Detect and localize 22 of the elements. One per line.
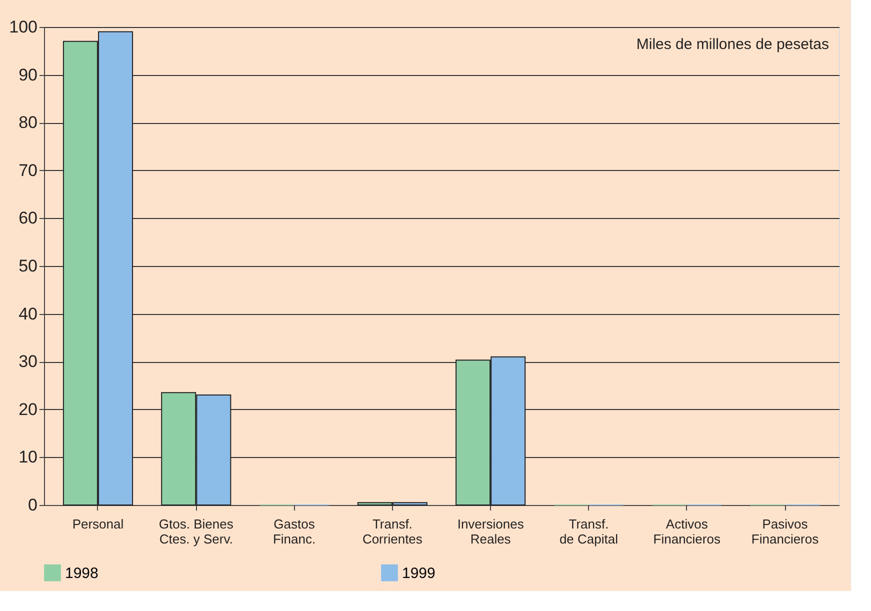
y-tick-label: 10	[18, 448, 38, 467]
y-tick-label: 90	[18, 65, 38, 84]
legend-label: 1999	[402, 564, 436, 582]
x-tick-label: Pasivos Financieros	[751, 516, 820, 546]
x-tick-label: Inversiones Reales	[457, 516, 524, 546]
x-tick-label: Personal	[72, 516, 124, 532]
y-tick-label: 0	[28, 496, 38, 514]
y-tick-label: 20	[18, 400, 38, 419]
x-tick-label: Gtos. Bienes Ctes. y Serv.	[158, 516, 234, 546]
x-tick-label: Activos Financieros	[653, 516, 721, 546]
y-tick-label: 30	[18, 352, 38, 372]
annotation: Miles de millones de pesetas	[636, 36, 829, 53]
legend-label: 1998	[65, 564, 98, 582]
y-tick-label: 60	[18, 208, 38, 228]
y-tick-label: 40	[18, 304, 38, 324]
x-tick-label: Transf. Corrientes	[362, 516, 423, 546]
y-tick-label: 50	[18, 256, 38, 276]
y-tick-label: 100	[9, 18, 38, 36]
y-tick-label: 70	[18, 160, 38, 180]
y-tick-label: 80	[18, 113, 38, 132]
x-tick-label: Gastos Financ.	[272, 516, 316, 546]
x-tick-label: Transf. de Capital	[559, 516, 618, 546]
